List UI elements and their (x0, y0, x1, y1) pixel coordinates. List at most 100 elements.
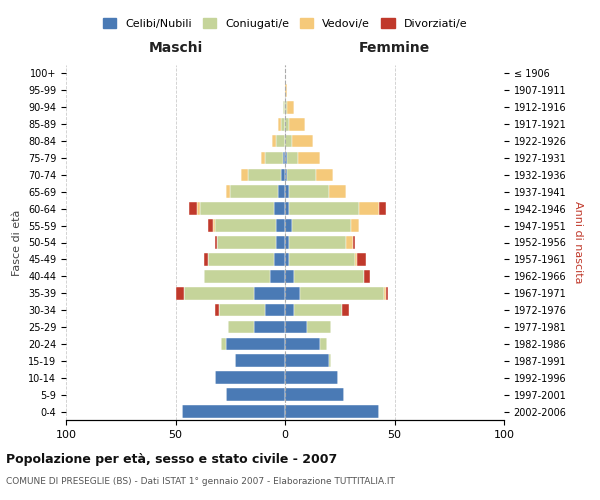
Bar (215, 236, 217, 249)
Bar (182, 405, 285, 418)
Bar (278, 186, 285, 198)
Bar (281, 118, 285, 130)
Bar (283, 101, 285, 114)
Bar (285, 168, 287, 181)
Bar (287, 101, 294, 114)
Bar (285, 202, 289, 215)
Bar (208, 253, 274, 266)
Bar (301, 287, 383, 300)
Bar (184, 287, 254, 300)
Bar (276, 236, 285, 249)
Bar (215, 304, 220, 316)
Bar (221, 338, 226, 350)
Bar (294, 304, 342, 316)
Bar (329, 186, 346, 198)
Bar (289, 186, 329, 198)
Bar (285, 152, 287, 164)
Bar (285, 338, 320, 350)
Bar (292, 134, 313, 147)
Bar (208, 220, 213, 232)
Bar (379, 202, 386, 215)
Bar (289, 236, 346, 249)
Bar (228, 320, 254, 334)
Bar (320, 338, 326, 350)
Bar (285, 236, 289, 249)
Bar (217, 236, 276, 249)
Bar (204, 253, 208, 266)
Bar (215, 220, 276, 232)
Bar (285, 101, 287, 114)
Bar (261, 152, 265, 164)
Bar (342, 304, 349, 316)
Bar (357, 253, 366, 266)
Bar (285, 253, 289, 266)
Bar (281, 168, 285, 181)
Bar (197, 202, 200, 215)
Bar (289, 118, 305, 130)
Bar (283, 152, 285, 164)
Bar (294, 270, 364, 282)
Bar (248, 168, 281, 181)
Bar (265, 152, 283, 164)
Text: Popolazione per età, sesso e stato civile - 2007: Popolazione per età, sesso e stato civil… (6, 452, 337, 466)
Bar (355, 253, 357, 266)
Bar (285, 118, 289, 130)
Bar (272, 134, 276, 147)
Bar (200, 202, 274, 215)
Bar (285, 220, 292, 232)
Bar (287, 168, 316, 181)
Bar (285, 134, 292, 147)
Bar (350, 220, 359, 232)
Bar (213, 220, 215, 232)
Bar (386, 287, 388, 300)
Bar (215, 372, 285, 384)
Bar (307, 320, 331, 334)
Text: COMUNE DI PRESEGLIE (BS) - Dati ISTAT 1° gennaio 2007 - Elaborazione TUTTITALIA.: COMUNE DI PRESEGLIE (BS) - Dati ISTAT 1°… (6, 478, 395, 486)
Bar (285, 388, 344, 401)
Bar (274, 253, 285, 266)
Text: Femmine: Femmine (359, 41, 430, 55)
Bar (298, 152, 320, 164)
Bar (241, 168, 248, 181)
Bar (346, 236, 353, 249)
Bar (316, 168, 333, 181)
Bar (289, 202, 359, 215)
Bar (220, 304, 265, 316)
Bar (383, 287, 386, 300)
Bar (276, 134, 285, 147)
Bar (285, 270, 294, 282)
Bar (285, 304, 294, 316)
Bar (287, 152, 298, 164)
Bar (285, 287, 301, 300)
Bar (285, 405, 379, 418)
Bar (235, 354, 285, 367)
Bar (269, 270, 285, 282)
Bar (230, 186, 278, 198)
Legend: Celibi/Nubili, Coniugati/e, Vedovi/e, Divorziati/e: Celibi/Nubili, Coniugati/e, Vedovi/e, Di… (98, 14, 472, 34)
Bar (226, 388, 285, 401)
Bar (226, 186, 230, 198)
Bar (285, 186, 289, 198)
Text: Maschi: Maschi (148, 41, 203, 55)
Bar (278, 118, 281, 130)
Bar (265, 304, 285, 316)
Bar (176, 287, 184, 300)
Y-axis label: Fasce di età: Fasce di età (13, 210, 22, 276)
Bar (285, 320, 307, 334)
Bar (285, 354, 329, 367)
Bar (254, 287, 285, 300)
Bar (254, 320, 285, 334)
Bar (226, 338, 285, 350)
Bar (274, 202, 285, 215)
Bar (285, 84, 287, 96)
Bar (364, 270, 370, 282)
Y-axis label: Anni di nascita: Anni di nascita (573, 201, 583, 284)
Bar (329, 354, 331, 367)
Bar (359, 202, 379, 215)
Bar (292, 220, 350, 232)
Bar (204, 270, 269, 282)
Bar (276, 220, 285, 232)
Bar (289, 253, 355, 266)
Bar (188, 202, 197, 215)
Bar (285, 372, 338, 384)
